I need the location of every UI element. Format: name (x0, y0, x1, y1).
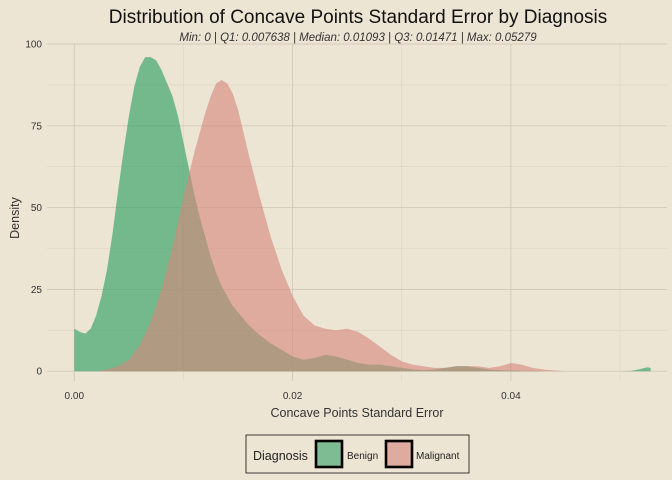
axis-ticks: 0.00 0.02 0.04 0 25 50 75 100 (25, 40, 521, 403)
legend-label-malignant: Malignant (416, 451, 460, 462)
y-tick-label: 100 (25, 40, 42, 51)
y-tick-label: 75 (31, 121, 43, 132)
chart-title: Distribution of Concave Points Standard … (109, 7, 607, 28)
y-tick-label: 50 (31, 203, 43, 214)
legend-swatch-malignant (384, 439, 414, 469)
chart-subtitle: Min: 0 | Q1: 0.007638 | Median: 0.01093 … (179, 32, 537, 44)
density-areas (74, 57, 651, 372)
legend-swatch-benign (314, 439, 344, 469)
y-axis-title: Density (8, 196, 22, 238)
density-area-malignant (96, 80, 566, 372)
legend-title: Diagnosis (253, 449, 308, 463)
x-tick-label: 0.04 (501, 391, 521, 402)
y-tick-label: 0 (36, 367, 42, 378)
x-axis-title: Concave Points Standard Error (270, 406, 443, 420)
x-tick-label: 0.00 (65, 391, 85, 402)
legend-label-benign: Benign (347, 451, 378, 462)
y-tick-label: 25 (31, 285, 43, 296)
x-tick-label: 0.02 (283, 391, 303, 402)
legend: Diagnosis Benign Malignant (245, 434, 470, 474)
legend-box (245, 434, 470, 474)
